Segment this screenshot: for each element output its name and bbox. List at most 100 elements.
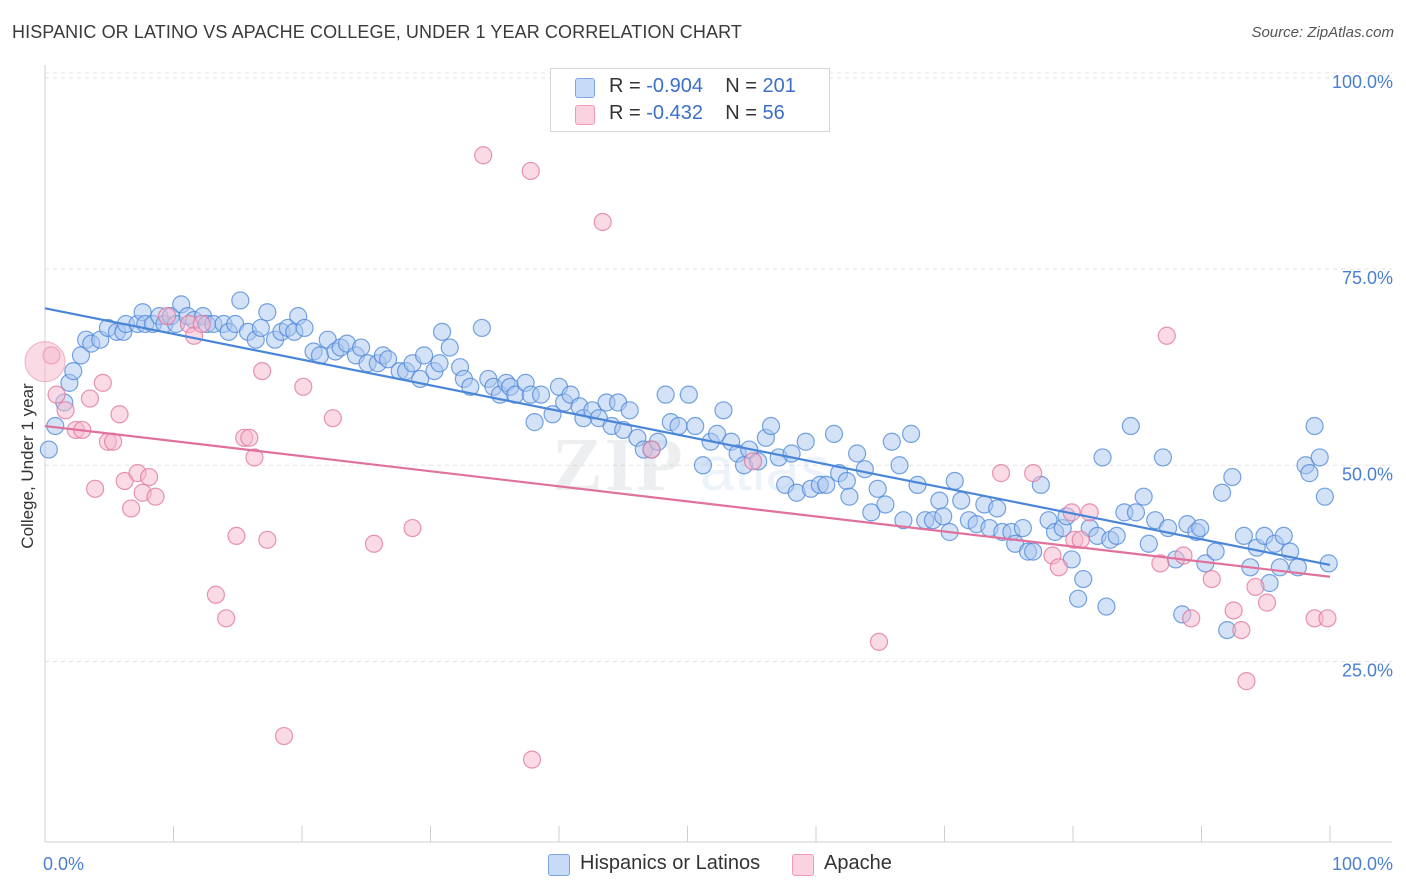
tick-labels: 25.0% 50.0% 75.0% 100.0% 0.0% 100.0% [43,72,1393,874]
legend-r-label: R = [609,102,647,124]
x-tick-label: 100.0% [1332,854,1393,874]
data-point [240,428,259,447]
bottom-legend-swatch-hispanics [548,854,570,876]
data-point [1151,554,1170,573]
legend-swatch-apache [575,105,595,125]
data-point [474,146,493,165]
bottom-legend-label-hispanics: Hispanics or Latinos [580,852,761,874]
trend-line [44,307,1331,567]
data-point [1097,597,1116,616]
gridlines [45,72,1392,662]
legend-r-value: -0.904 [646,75,703,97]
data-point [868,479,887,498]
data-point [1024,542,1043,561]
data-point [440,338,459,357]
data-point [901,424,921,443]
data-point [86,479,105,498]
data-point [472,318,491,338]
correlation-legend: R = -0.904 N = 201 R = -0.432 N = 56 [550,68,830,132]
bottom-legend-label-apache: Apache [824,852,892,874]
data-point [882,432,901,451]
data-point [139,467,159,487]
data-point [876,495,895,514]
data-point [1157,326,1176,345]
data-point [1191,518,1210,538]
chart-title: HISPANIC OR LATINO VS APACHE COLLEGE, UN… [12,22,742,42]
data-point [258,303,277,322]
data-point [743,452,763,471]
data-point [656,385,675,404]
data-point [817,475,836,494]
data-point [295,318,314,338]
data-point [855,460,874,479]
source-credit: Source: ZipAtlas.com [1251,24,1394,41]
legend-n-value: 56 [762,102,785,124]
data-point [461,377,480,396]
data-point [378,350,398,369]
data-point [1310,448,1329,467]
data-point [522,750,542,769]
data-point [1074,569,1093,589]
series-apache [24,146,1337,769]
data-point [56,401,75,420]
bottom-legend-swatch-apache [792,854,814,876]
data-point [146,487,165,506]
data-point [414,346,434,365]
data-point [1232,620,1251,640]
data-point [1318,609,1337,628]
data-point [1237,672,1256,691]
data-point [110,405,129,424]
data-point [253,361,272,381]
data-point [796,432,815,451]
data-point [157,307,177,326]
data-point [403,518,422,538]
data-point [824,424,844,443]
data-point [1121,416,1140,436]
y-axis-label: College, Under 1 year [18,383,37,549]
data-point [862,503,881,522]
data-point [1069,589,1088,608]
data-point [642,440,661,459]
data-point [1305,416,1324,436]
data-point [1246,577,1265,597]
y-tick-label: 50.0% [1342,464,1393,484]
data-point [1093,448,1112,467]
data-point [1024,464,1043,483]
data-point [1223,467,1242,487]
data-point [274,726,294,746]
data-point [1153,448,1173,467]
trend-lines [44,307,1331,578]
trend-line [44,424,1331,578]
data-point [64,361,83,381]
data-point [945,471,964,491]
legend-r-value: -0.432 [646,102,703,124]
x-tick-label: 0.0% [43,854,84,874]
data-point [848,444,867,463]
data-point [908,475,927,494]
data-point [47,385,66,404]
data-point [521,161,540,181]
data-point [364,534,384,553]
data-point [934,507,953,526]
data-point [1300,464,1319,483]
data-point [93,373,112,392]
data-point [258,530,277,549]
data-point [231,291,250,310]
legend-r-label: R = [609,75,647,97]
legend-n-label: N = [725,75,763,97]
data-point [245,448,264,467]
data-point [761,416,781,436]
data-point [1139,534,1158,553]
y-tick-label: 75.0% [1342,268,1393,288]
data-point [39,440,58,459]
data-point [1182,609,1201,628]
legend-n-label: N = [725,102,763,124]
data-point [1206,542,1225,561]
data-point [714,401,733,420]
legend-n-value: 201 [762,75,796,97]
y-tick-label: 100.0% [1332,72,1393,92]
data-point [669,416,688,436]
data-point [1174,546,1193,565]
data-point [686,416,705,436]
data-point [837,471,856,491]
